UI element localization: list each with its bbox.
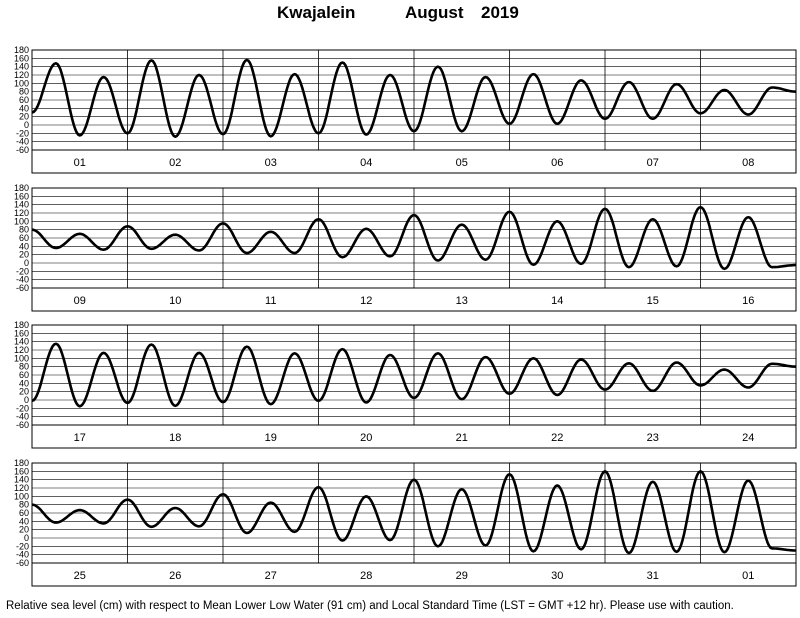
tide-series-line: [31, 342, 797, 408]
x-tick-label: 28: [360, 570, 372, 582]
x-tick-label: 10: [169, 295, 181, 307]
y-tick-label: 40: [19, 516, 29, 526]
y-tick-label: 180: [14, 45, 29, 55]
x-tick-label: 05: [456, 157, 468, 169]
x-tick-label: 01: [742, 570, 754, 582]
y-tick-label: -20: [16, 266, 29, 276]
y-tick-label: 180: [14, 183, 29, 193]
y-tick-label: 0: [24, 120, 29, 130]
tide-series-line: [31, 58, 797, 138]
x-tick-label: 30: [551, 570, 563, 582]
x-tick-label: 12: [360, 295, 372, 307]
y-tick-label: 120: [14, 483, 29, 493]
x-tick-label: 15: [647, 295, 659, 307]
x-tick-label: 20: [360, 432, 372, 444]
year-label: 2019: [481, 3, 519, 22]
x-tick-label: 19: [265, 432, 277, 444]
y-tick-label: -40: [16, 550, 29, 560]
x-tick-label: 18: [169, 432, 181, 444]
x-tick-label: 02: [169, 157, 181, 169]
y-tick-label: 40: [19, 103, 29, 113]
y-tick-label: 140: [14, 62, 29, 72]
y-tick-label: 40: [19, 378, 29, 388]
x-tick-label: 26: [169, 570, 181, 582]
y-tick-label: 160: [14, 53, 29, 63]
footer-note: Relative sea level (cm) with respect to …: [6, 600, 734, 612]
x-tick-label: 24: [742, 432, 754, 444]
y-tick-label: 120: [14, 345, 29, 355]
y-tick-label: -40: [16, 412, 29, 422]
y-tick-label: 60: [19, 508, 29, 518]
y-tick-label: 80: [19, 362, 29, 372]
x-tick-label: 27: [265, 570, 277, 582]
y-tick-label: -20: [16, 403, 29, 413]
y-tick-label: -40: [16, 275, 29, 285]
y-tick-label: 20: [19, 112, 29, 122]
y-tick-label: 140: [14, 475, 29, 485]
y-tick-label: 60: [19, 233, 29, 243]
y-tick-label: -60: [16, 145, 29, 155]
x-tick-label: 01: [74, 157, 86, 169]
y-tick-label: 40: [19, 241, 29, 251]
x-tick-label: 13: [456, 295, 468, 307]
x-tick-label: 03: [265, 157, 277, 169]
y-tick-label: 100: [14, 78, 29, 88]
y-tick-label: 100: [14, 491, 29, 501]
x-tick-label: 21: [456, 432, 468, 444]
station-name: Kwajalein: [277, 3, 356, 22]
y-tick-label: 0: [24, 395, 29, 405]
y-tick-label: 140: [14, 337, 29, 347]
y-tick-label: 140: [14, 200, 29, 210]
x-tick-label: 22: [551, 432, 563, 444]
y-tick-label: 0: [24, 258, 29, 268]
x-tick-label: 16: [742, 295, 754, 307]
x-tick-label: 23: [647, 432, 659, 444]
x-tick-label: 25: [74, 570, 86, 582]
y-tick-label: 60: [19, 370, 29, 380]
x-tick-label: 04: [360, 157, 372, 169]
tide-series-line: [31, 470, 796, 555]
y-tick-label: -60: [16, 558, 29, 568]
x-tick-label: 09: [74, 295, 86, 307]
y-tick-label: 20: [19, 250, 29, 260]
y-tick-label: 120: [14, 208, 29, 218]
y-tick-label: -60: [16, 283, 29, 293]
x-tick-label: 14: [551, 295, 563, 307]
x-tick-label: 31: [647, 570, 659, 582]
y-tick-label: -60: [16, 420, 29, 430]
y-tick-label: 180: [14, 320, 29, 330]
chart-title: Kwajalein August 2019: [0, 3, 800, 27]
x-tick-label: 29: [456, 570, 468, 582]
x-tick-label: 11: [265, 295, 276, 307]
x-tick-label: 07: [647, 157, 659, 169]
y-tick-label: 20: [19, 525, 29, 535]
y-tick-label: 160: [14, 328, 29, 338]
y-tick-label: -20: [16, 128, 29, 138]
y-tick-label: 120: [14, 70, 29, 80]
y-tick-label: 80: [19, 225, 29, 235]
y-tick-label: 180: [14, 458, 29, 468]
x-tick-label: 06: [551, 157, 563, 169]
y-tick-label: -20: [16, 541, 29, 551]
tide-series-line: [31, 205, 796, 271]
month-label: August: [405, 3, 464, 22]
y-tick-label: 20: [19, 387, 29, 397]
y-tick-label: 60: [19, 95, 29, 105]
y-tick-label: 80: [19, 500, 29, 510]
y-tick-label: 100: [14, 353, 29, 363]
x-tick-label: 17: [74, 432, 86, 444]
y-tick-label: 160: [14, 191, 29, 201]
y-tick-label: 0: [24, 533, 29, 543]
y-tick-label: 160: [14, 466, 29, 476]
y-tick-label: 80: [19, 87, 29, 97]
y-tick-label: 100: [14, 216, 29, 226]
y-tick-label: -40: [16, 137, 29, 147]
x-tick-label: 08: [742, 157, 754, 169]
